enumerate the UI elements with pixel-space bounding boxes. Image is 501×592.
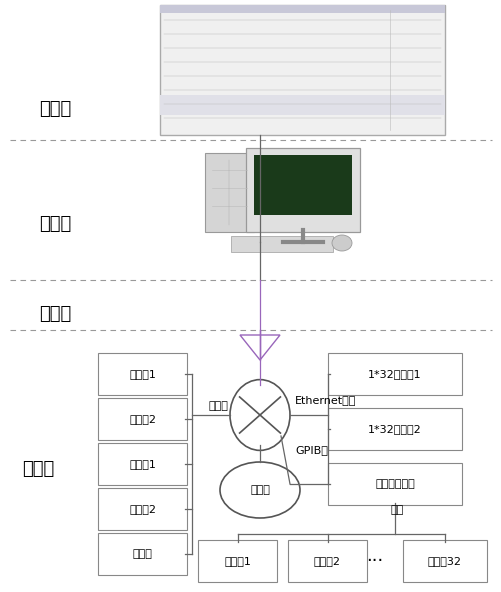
FancyBboxPatch shape bbox=[246, 148, 359, 232]
FancyBboxPatch shape bbox=[254, 155, 351, 215]
Ellipse shape bbox=[331, 235, 351, 251]
FancyBboxPatch shape bbox=[328, 408, 460, 450]
FancyBboxPatch shape bbox=[160, 95, 444, 115]
Text: 功率计2: 功率计2 bbox=[129, 504, 156, 514]
Text: 执行层: 执行层 bbox=[22, 460, 54, 478]
FancyBboxPatch shape bbox=[328, 463, 460, 505]
FancyBboxPatch shape bbox=[98, 398, 186, 440]
FancyBboxPatch shape bbox=[160, 5, 444, 13]
Text: 用户层: 用户层 bbox=[39, 100, 71, 118]
FancyBboxPatch shape bbox=[288, 540, 366, 582]
Text: 光谱仪: 光谱仪 bbox=[249, 485, 270, 495]
FancyBboxPatch shape bbox=[98, 533, 186, 575]
Circle shape bbox=[229, 379, 290, 451]
Text: 功率计1: 功率计1 bbox=[129, 459, 156, 469]
Text: 运算层: 运算层 bbox=[39, 215, 71, 233]
Polygon shape bbox=[239, 335, 280, 360]
Ellipse shape bbox=[219, 462, 300, 518]
Text: 衰减器1: 衰减器1 bbox=[129, 369, 156, 379]
FancyBboxPatch shape bbox=[98, 353, 186, 395]
FancyBboxPatch shape bbox=[98, 488, 186, 530]
FancyBboxPatch shape bbox=[328, 353, 460, 395]
Text: 排线: 排线 bbox=[390, 505, 403, 515]
Text: GPIB线: GPIB线 bbox=[295, 445, 327, 455]
Text: 串口线: 串口线 bbox=[207, 401, 227, 411]
Text: 1*32光开关2: 1*32光开关2 bbox=[367, 424, 421, 434]
FancyBboxPatch shape bbox=[231, 236, 332, 252]
FancyBboxPatch shape bbox=[198, 540, 276, 582]
Text: 衰减器2: 衰减器2 bbox=[129, 414, 156, 424]
Text: 误码仪: 误码仪 bbox=[132, 549, 152, 559]
FancyBboxPatch shape bbox=[205, 153, 253, 232]
Text: 光模块2: 光模块2 bbox=[313, 556, 340, 566]
Text: 光模块32: 光模块32 bbox=[427, 556, 461, 566]
Text: 1*32光开关1: 1*32光开关1 bbox=[367, 369, 421, 379]
FancyBboxPatch shape bbox=[98, 443, 186, 485]
Text: 控制层: 控制层 bbox=[39, 305, 71, 323]
Text: 光模块1: 光模块1 bbox=[223, 556, 250, 566]
FancyBboxPatch shape bbox=[160, 5, 444, 135]
FancyBboxPatch shape bbox=[403, 540, 485, 582]
Text: ···: ··· bbox=[366, 552, 383, 570]
Text: 光模块测试板: 光模块测试板 bbox=[374, 479, 414, 489]
Text: Ethernet网线: Ethernet网线 bbox=[295, 395, 356, 405]
